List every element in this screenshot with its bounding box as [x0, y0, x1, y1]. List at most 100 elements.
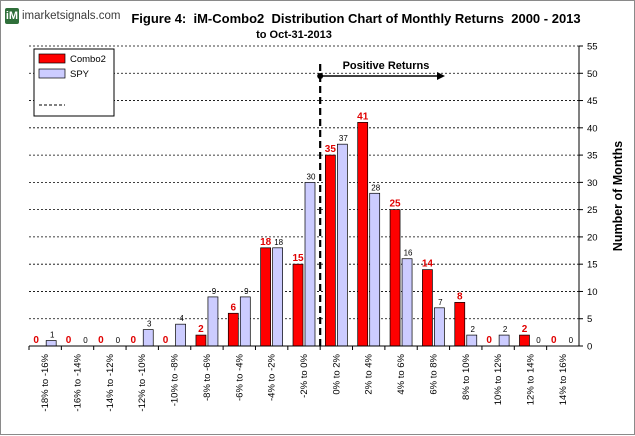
data-label-spy: 9	[212, 287, 217, 296]
y-tick-label: 0	[587, 342, 592, 353]
bar-spy	[304, 182, 316, 347]
x-tick-label: -14% to -12%	[105, 353, 116, 411]
data-label-spy: 0	[83, 336, 88, 345]
y-tick-label: 40	[587, 123, 598, 134]
legend-swatch-spy	[38, 68, 66, 79]
data-label-spy: 28	[371, 183, 380, 192]
data-label-spy: 4	[179, 314, 184, 323]
bar-combo2	[292, 263, 304, 347]
bar-spy	[142, 329, 154, 347]
data-label-spy: 0	[116, 336, 121, 345]
y-axis-title: Number of Months	[611, 141, 625, 251]
bar-spy	[45, 340, 57, 347]
bar-combo2	[454, 302, 466, 347]
data-label-combo2: 0	[551, 335, 557, 346]
bar-combo2	[195, 334, 207, 347]
y-tick-label: 25	[587, 205, 598, 216]
data-label-combo2: 6	[231, 302, 237, 313]
data-label-combo2: 0	[98, 335, 104, 346]
bar-spy	[466, 334, 478, 347]
data-label-spy: 37	[339, 134, 348, 143]
data-label-combo2: 35	[325, 144, 337, 155]
annotation-text: Positive Returns	[343, 60, 430, 72]
x-tick-label: -2% to 0%	[299, 353, 310, 397]
data-label-combo2: 15	[292, 253, 304, 264]
data-label-combo2: 0	[163, 335, 169, 346]
chart-subtitle: to Oct-31-2013	[256, 29, 332, 41]
bar-spy	[401, 258, 413, 347]
bar-combo2	[389, 209, 401, 347]
x-tick-label: 8% to 10%	[461, 353, 472, 399]
x-tick-label: -12% to -10%	[137, 353, 148, 411]
data-label-combo2: 2	[198, 324, 204, 335]
y-tick-label: 5	[587, 314, 592, 325]
annotation: Positive Returns	[317, 60, 445, 346]
data-label-combo2: 8	[457, 291, 463, 302]
data-label-spy: 3	[147, 320, 152, 329]
data-label-spy: 2	[503, 325, 508, 334]
x-tick-label: 10% to 12%	[493, 353, 504, 405]
data-label-spy: 1	[50, 331, 55, 340]
bar-spy	[434, 307, 445, 347]
y-tick-label: 20	[587, 232, 598, 243]
data-label-spy: 16	[404, 249, 413, 258]
x-tick-label: 12% to 14%	[525, 353, 536, 405]
logo-mark: iM	[5, 8, 19, 24]
data-label-spy: 2	[471, 325, 476, 334]
x-tick-label: 6% to 8%	[428, 353, 439, 394]
bar-combo2	[422, 269, 433, 347]
x-tick-label: 14% to 16%	[558, 353, 569, 405]
bar-spy	[207, 296, 219, 347]
bar-spy	[239, 296, 251, 347]
x-tick-label: -6% to -4%	[234, 353, 245, 401]
data-label-spy: 7	[438, 298, 443, 307]
data-label-spy: 9	[244, 287, 249, 296]
legend-label-spy: SPY	[70, 69, 90, 80]
legend-swatch-combo2	[38, 53, 66, 64]
chart-title: Figure 4: iM-Combo2 Distribution Chart o…	[131, 11, 581, 26]
legend: Combo2 SPY	[33, 48, 115, 117]
x-tick-label: -10% to -8%	[170, 353, 181, 406]
data-label-combo2: 0	[130, 335, 136, 346]
data-label-combo2: 0	[486, 335, 492, 346]
data-label-combo2: 25	[389, 199, 401, 210]
y-tick-label: 45	[587, 96, 598, 107]
y-tick-label: 55	[587, 42, 598, 53]
bar-combo2	[357, 122, 369, 347]
bar-group	[45, 122, 530, 347]
bar-spy	[337, 143, 348, 347]
data-label-spy: 0	[536, 336, 541, 345]
bar-spy	[498, 334, 510, 347]
x-tick-label: 2% to 4%	[364, 353, 375, 394]
brand-logo[interactable]: iM imarketsignals.com	[5, 7, 121, 25]
bar-combo2	[227, 312, 239, 347]
bar-combo2	[519, 334, 530, 347]
y-tick-label: 10	[587, 287, 598, 298]
data-label-combo2: 2	[522, 324, 528, 335]
x-tick-label: 4% to 6%	[396, 353, 407, 394]
legend-label-combo2: Combo2	[70, 54, 106, 65]
data-label-spy: 18	[274, 238, 283, 247]
x-tick-label: -16% to -14%	[73, 353, 84, 411]
arrow-head	[437, 72, 445, 80]
data-label-spy: 0	[569, 336, 574, 345]
bar-spy	[175, 323, 186, 347]
data-label-combo2: 0	[33, 335, 39, 346]
x-tick-label: 0% to 2%	[331, 353, 342, 394]
y-tick-label: 35	[587, 151, 598, 162]
y-tick-label: 50	[587, 69, 598, 80]
data-label-combo2: 41	[357, 111, 369, 122]
y-tick-label: 30	[587, 178, 598, 189]
data-label-combo2: 18	[260, 237, 272, 248]
data-label-combo2: 0	[66, 335, 72, 346]
bar-combo2	[325, 154, 336, 347]
y-tick-label: 15	[587, 260, 598, 271]
bar-spy	[369, 192, 381, 347]
bar-combo2	[260, 247, 271, 347]
bar-spy	[272, 247, 283, 347]
x-tick-label: -8% to -6%	[202, 353, 213, 401]
x-tick-label: -18% to -16%	[40, 353, 51, 411]
